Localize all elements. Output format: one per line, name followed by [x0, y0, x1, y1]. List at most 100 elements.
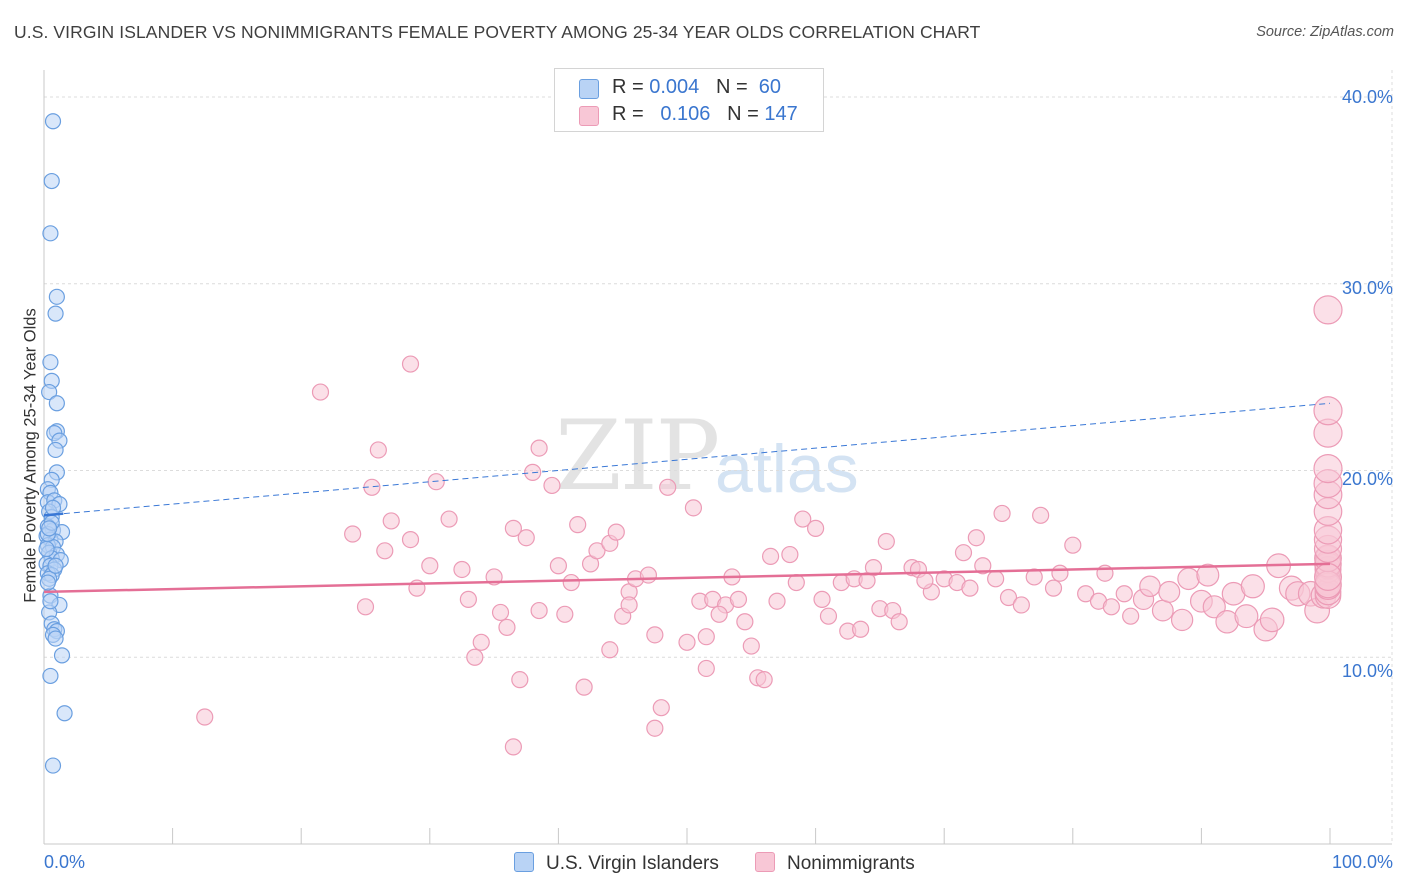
nonimmigrant-point	[697, 659, 715, 678]
virgin-islander-point	[48, 288, 65, 305]
nonimmigrant-point	[755, 671, 773, 689]
pink-swatch	[755, 852, 775, 872]
y-tick-label-40: 40.0%	[1341, 87, 1393, 107]
y-axis-label: Female Poverty Among 25-34 Year Olds	[21, 308, 40, 603]
nonimmigrant-point	[646, 626, 664, 644]
correlation-legend: R = 0.004 N = 60 R = 0.106 N = 147	[554, 68, 824, 132]
virgin-islander-point	[44, 757, 62, 774]
virgin-islander-point	[44, 113, 62, 130]
nonimmigrant-point	[588, 542, 606, 560]
nonimmigrant-point	[697, 628, 715, 646]
nonimmigrant-point	[974, 557, 992, 575]
virgin-islander-point	[39, 574, 56, 591]
nonimmigrant-point	[1177, 567, 1200, 591]
nonimmigrant-point	[890, 613, 908, 631]
nonimmigrant-point	[761, 547, 780, 566]
nonimmigrant-point	[1139, 575, 1161, 598]
nonimmigrant-point	[491, 603, 510, 622]
virgin-islander-point	[42, 593, 59, 610]
r-label: R =	[612, 103, 644, 125]
nonimmigrant-point	[961, 579, 979, 597]
nonimmigrant-point	[1102, 598, 1120, 616]
nonimmigrant-point	[1064, 536, 1082, 554]
virgin-islander-point	[48, 395, 65, 412]
nonimmigrant-point	[382, 512, 400, 530]
virgin-islander-trend-line-dashed	[43, 402, 1331, 516]
nonimmigrant-point	[620, 596, 638, 614]
nonimmigrant-point	[504, 519, 522, 537]
nonimmigrant-point	[421, 557, 439, 575]
nonimmigrant-point	[1077, 585, 1095, 603]
nonimmigrant-point	[736, 613, 754, 631]
virgin-islander-point	[53, 647, 71, 664]
nonimmigrant-point	[427, 473, 445, 491]
blue-swatch	[514, 852, 534, 872]
virgin-islander-point	[41, 520, 58, 537]
nonimmigrant-point	[1313, 562, 1343, 591]
nonimmigrant-point	[1170, 608, 1194, 632]
virgin-islander-point	[56, 705, 73, 722]
nonimmigrant-point	[376, 542, 394, 560]
nonimmigrant-point	[1202, 595, 1226, 619]
nonimmigrant-point	[453, 560, 471, 579]
virgin-islander-trend-line-solid	[43, 512, 64, 517]
legend-row-text: R = 0.004 N = 60	[612, 76, 781, 99]
chart-title: U.S. VIRGIN ISLANDER VS NONIMMIGRANTS FE…	[14, 22, 981, 42]
r-label: R =	[612, 76, 644, 98]
nonimmigrant-point	[742, 637, 760, 655]
nonimmigrant-point	[459, 590, 477, 608]
nonimmigrant-point	[877, 532, 895, 551]
blue-swatch	[579, 79, 599, 99]
nonimmigrant-point	[1051, 564, 1069, 582]
nonimmigrant-point	[999, 588, 1018, 607]
nonimmigrant-point	[401, 355, 420, 373]
nonimmigrant-point	[852, 620, 870, 638]
nonimmigrant-point	[1025, 568, 1043, 586]
nonimmigrant-point	[1158, 580, 1181, 603]
y-tick-label-10: 10.0%	[1341, 661, 1393, 681]
virgin-islander-point	[42, 225, 59, 242]
nonimmigrant-point	[987, 570, 1005, 588]
nonimmigrant-point	[196, 708, 214, 726]
legend-label: U.S. Virgin Islanders	[546, 853, 719, 874]
x-tick-label-max: 100.0%	[1331, 852, 1393, 872]
n-label: N =	[715, 76, 748, 98]
nonimmigrant-point	[344, 525, 362, 543]
virgin-islander-point	[47, 305, 64, 322]
source-credit: Source: ZipAtlas.com	[1256, 24, 1394, 40]
nonimmigrant-point	[858, 572, 876, 590]
nonimmigrant-point	[504, 738, 522, 756]
nonimmigrant-point	[639, 566, 658, 584]
nonimmigrant-point	[819, 607, 838, 625]
watermark-atlas: atlas	[715, 431, 859, 507]
nonimmigrant-point	[575, 678, 593, 696]
nonimmigrant-point	[549, 557, 568, 575]
nonimmigrant-point	[562, 573, 580, 592]
y-tick-label-30: 30.0%	[1341, 278, 1393, 298]
nonimmigrant-point	[543, 476, 561, 495]
r-value: 0.106	[660, 103, 711, 125]
nonimmigrant-point	[916, 572, 934, 590]
nonimmigrant-point	[710, 605, 728, 623]
nonimmigrant-point	[954, 544, 973, 562]
nonimmigrant-point	[1044, 579, 1063, 597]
nonimmigrant-point	[556, 605, 574, 623]
nonimmigrant-point	[569, 516, 587, 534]
nonimmigrant-point	[511, 671, 529, 689]
nonimmigrant-point	[646, 719, 664, 737]
virgin-islander-point	[41, 383, 58, 401]
n-value: 147	[764, 103, 798, 125]
legend-item-virgin-islanders[interactable]: U.S. Virgin Islanders	[514, 852, 719, 875]
virgin-islander-point	[42, 354, 59, 371]
virgin-islander-point	[38, 540, 55, 558]
virgin-islander-point	[47, 441, 64, 459]
nonimmigrant-point	[466, 648, 484, 666]
nonimmigrant-point	[729, 590, 748, 608]
nonimmigrant-point	[967, 529, 985, 547]
x-tick-label-min: 0.0%	[44, 852, 86, 872]
nonimmigrant-point	[1234, 604, 1259, 629]
nonimmigrant-point	[530, 439, 548, 457]
nonimmigrant-point	[1196, 563, 1220, 587]
legend-item-nonimmigrants[interactable]: Nonimmigrants	[755, 852, 915, 875]
